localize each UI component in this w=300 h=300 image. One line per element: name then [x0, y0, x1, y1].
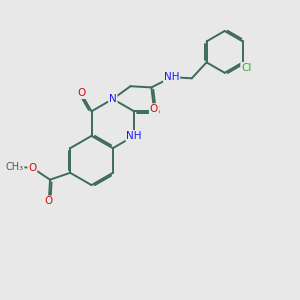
Text: Cl: Cl: [241, 63, 251, 73]
Text: O: O: [45, 196, 53, 206]
Text: O: O: [77, 88, 85, 98]
Text: N: N: [109, 94, 117, 104]
Text: O: O: [28, 163, 36, 173]
Text: NH: NH: [126, 131, 142, 141]
Text: CH₃: CH₃: [5, 162, 24, 172]
Text: NH: NH: [164, 72, 179, 82]
Text: O: O: [150, 104, 158, 114]
Text: S: S: [153, 106, 160, 116]
